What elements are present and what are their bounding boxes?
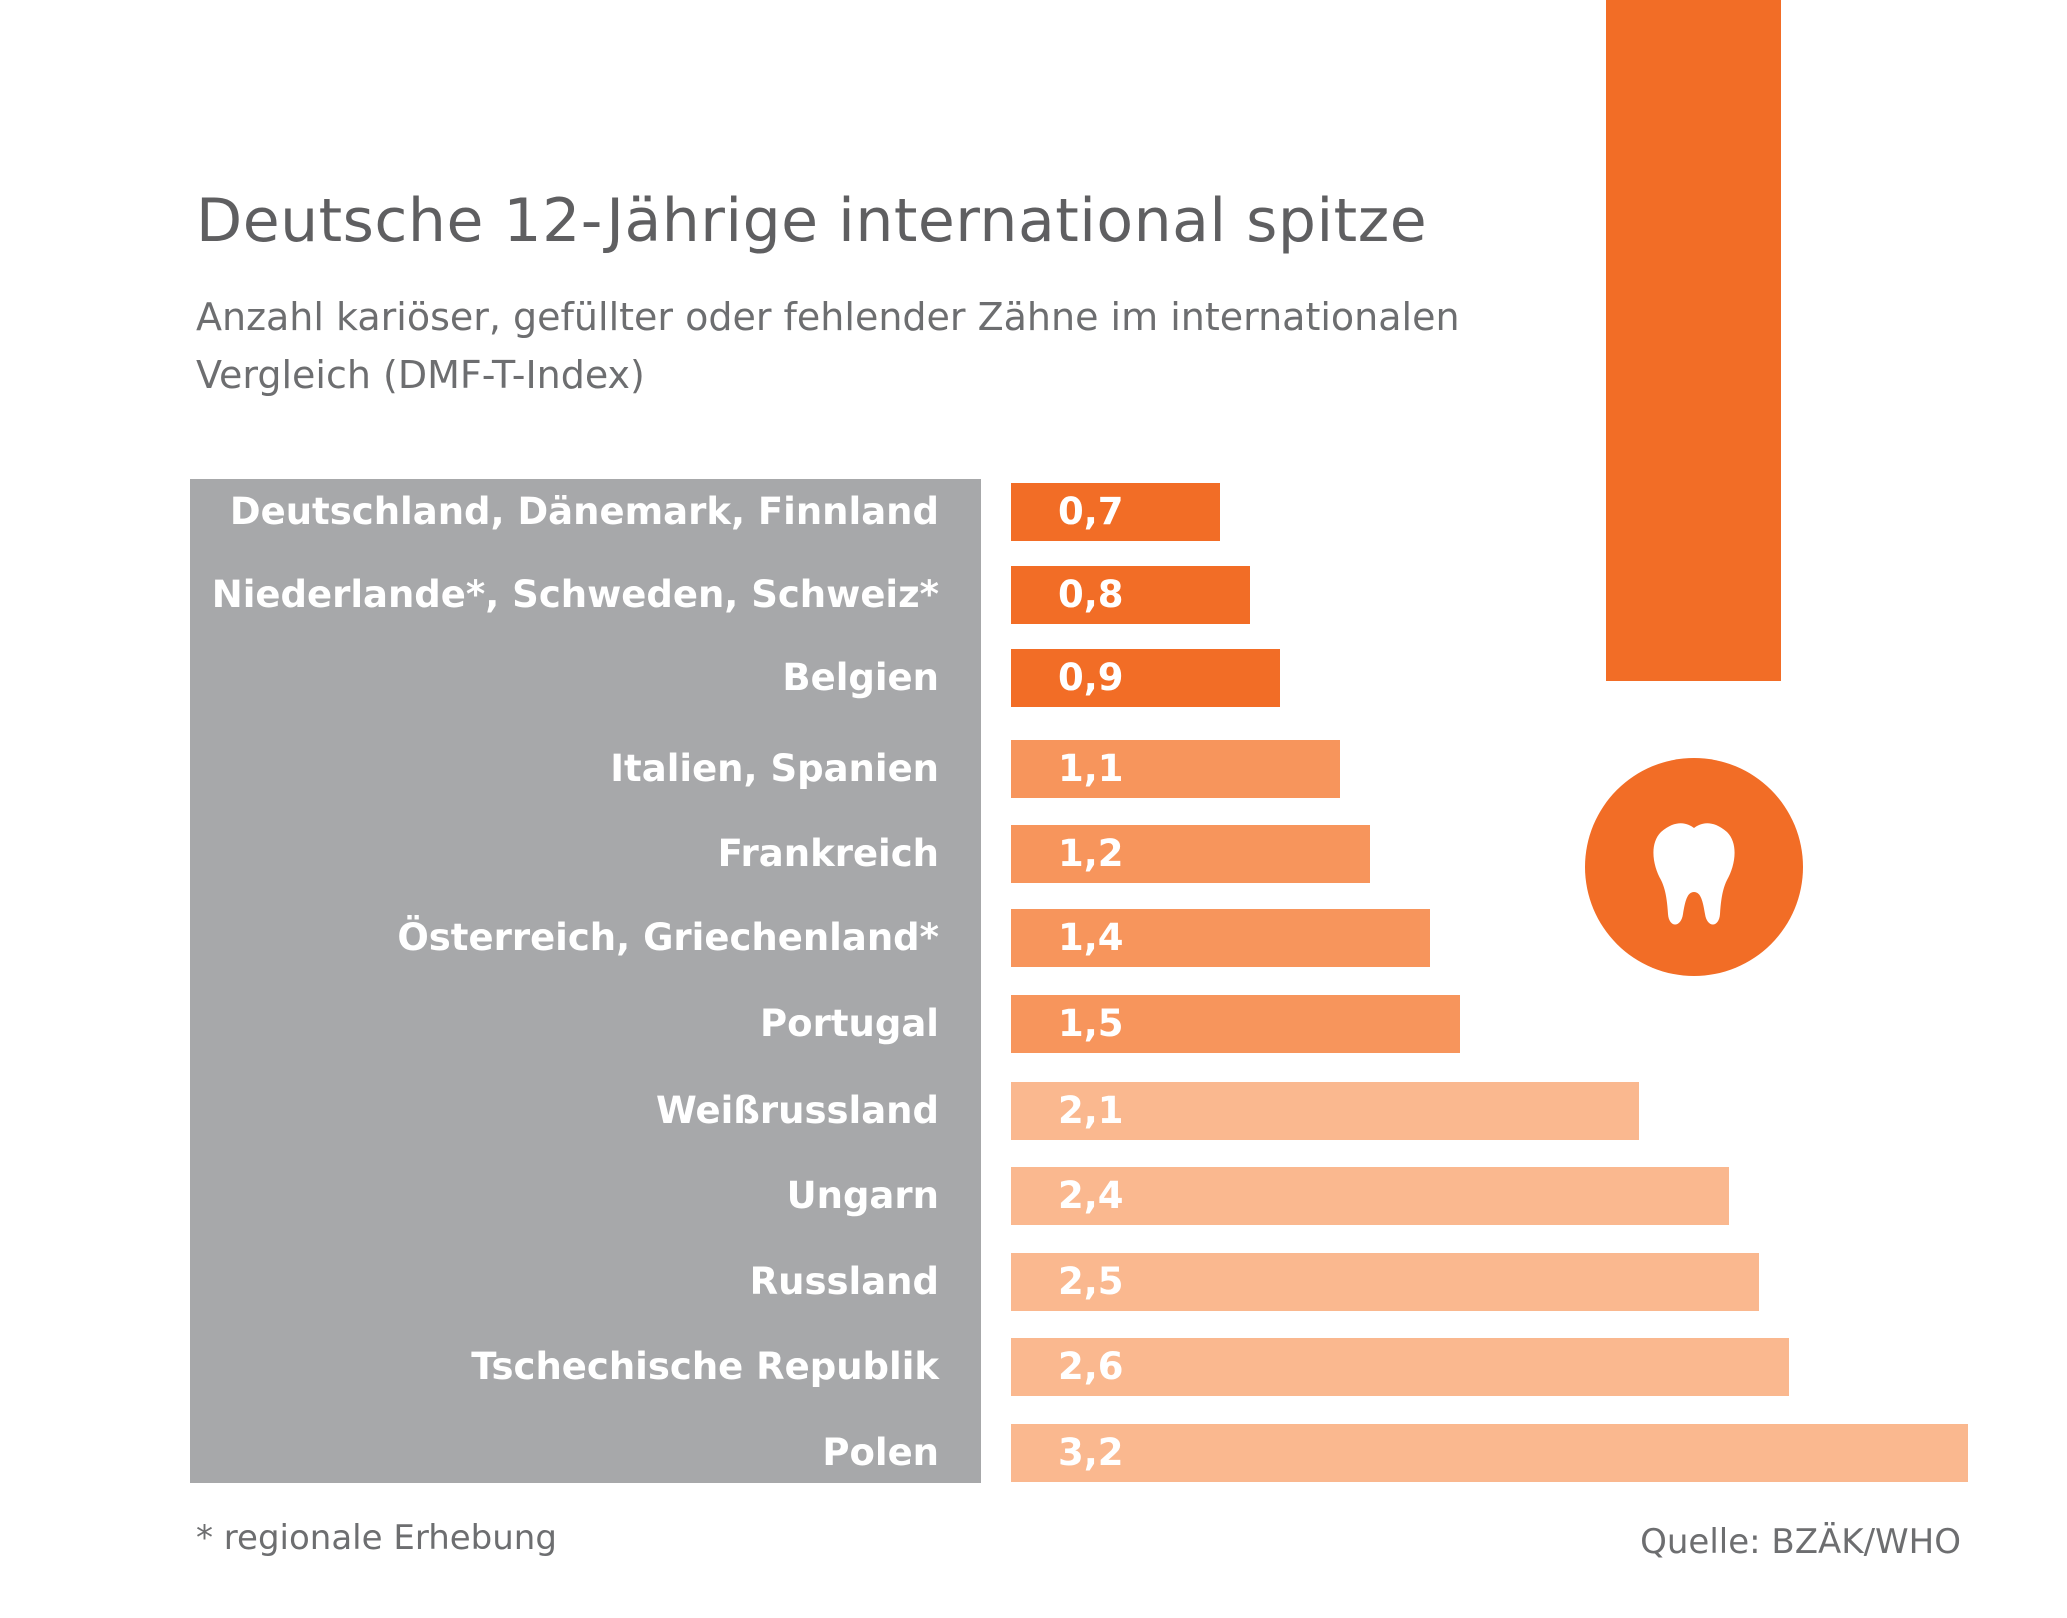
bar [1011,649,1280,707]
bar-value-label: 0,8 [1058,573,1124,616]
bar-value-label: 2,5 [1058,1260,1124,1303]
category-label: Deutschland, Dänemark, Finnland [229,490,939,533]
bar [1011,483,1220,541]
bar-value-label: 0,7 [1058,490,1124,533]
category-label: Portugal [760,1002,939,1045]
bar-value-label: 0,9 [1058,656,1124,699]
category-label: Polen [822,1431,939,1474]
bar-value-label: 1,4 [1058,916,1124,959]
tooth-badge [1585,758,1803,976]
bar-value-label: 1,2 [1058,832,1124,875]
bar [1011,825,1370,883]
category-label: Russland [749,1260,939,1303]
label-panel [190,479,981,1483]
bar-value-label: 2,1 [1058,1089,1124,1132]
bar-value-label: 2,4 [1058,1174,1124,1217]
category-label: Italien, Spanien [610,747,939,790]
tooth-icon [1653,823,1735,925]
chart-subtitle: Anzahl kariöser, gefüllter oder fehlende… [196,295,1460,397]
category-label: Tschechische Republik [471,1345,939,1388]
bar-value-label: 1,1 [1058,747,1124,790]
bar-value-label: 1,5 [1058,1002,1124,1045]
category-label: Weißrussland [656,1089,939,1132]
source-note: Quelle: BZÄK/WHO [1640,1522,1961,1562]
footnote: * regionale Erhebung [196,1518,557,1558]
bar-value-label: 3,2 [1058,1431,1124,1474]
bar [1011,1082,1639,1140]
category-label: Frankreich [717,832,939,875]
bar [1011,1338,1789,1396]
bar [1011,1424,1968,1482]
bar [1011,740,1340,798]
category-label: Österreich, Griechenland* [397,916,939,959]
category-label: Niederlande*, Schweden, Schweiz* [211,573,939,616]
bar [1011,1167,1729,1225]
bar [1011,566,1250,624]
bar-value-label: 2,6 [1058,1345,1124,1388]
chart-title: Deutsche 12-Jährige international spitze [196,186,1428,256]
bar [1011,1253,1759,1311]
bar [1011,909,1430,967]
decorative-bar [1606,0,1781,681]
category-label: Ungarn [786,1174,939,1217]
bar [1011,995,1460,1053]
category-label: Belgien [782,656,939,699]
